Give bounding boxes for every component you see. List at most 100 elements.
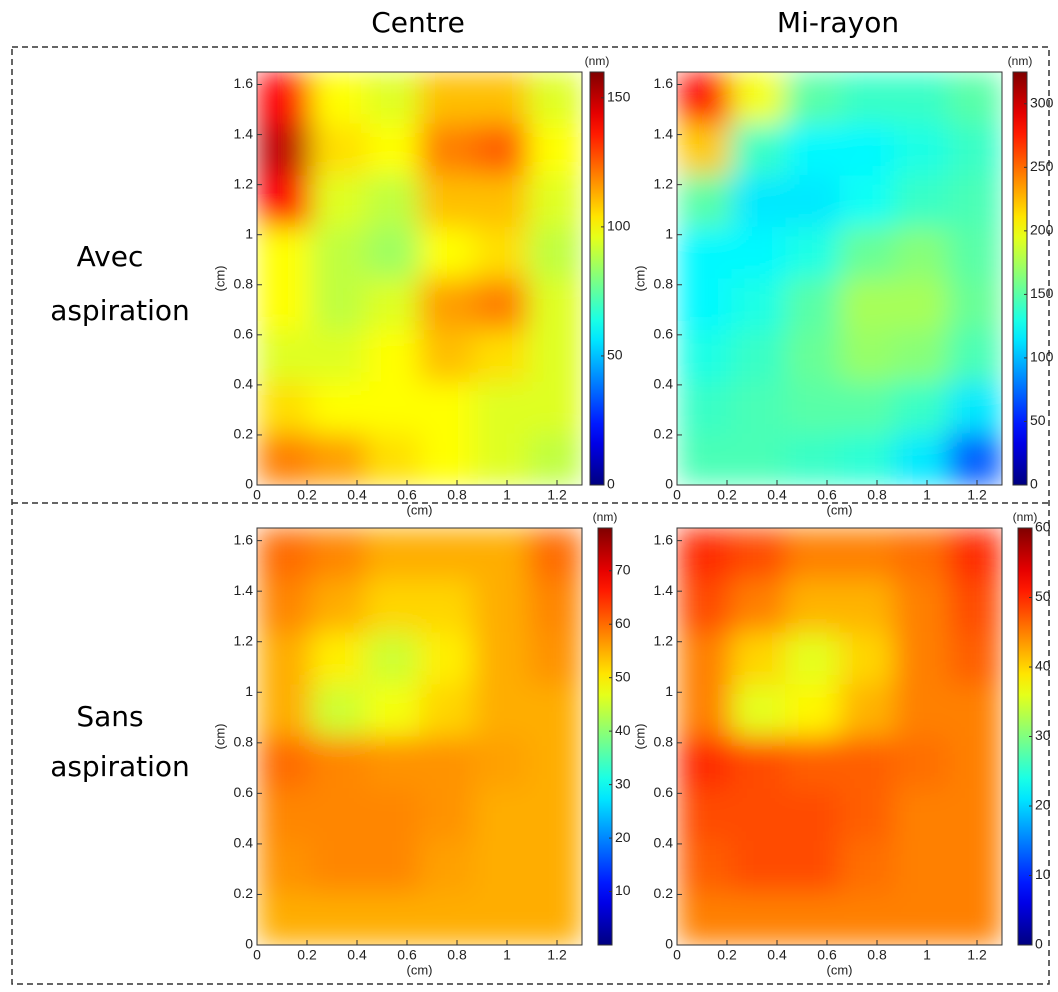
y-tick-label: 0.6 [654,326,674,342]
heat-cell [947,330,1003,383]
heat-cell [677,175,732,228]
heat-cell [257,226,312,279]
heat-cell [365,278,420,331]
heat-cell [677,632,732,685]
heat-cell [311,788,366,842]
y-tick-label: 0 [665,936,673,952]
heat-cell [257,175,312,228]
heat-cell [419,892,475,946]
heat-cell [677,684,732,737]
heat-cell [473,580,529,633]
heat-cell [365,632,420,685]
heat-cell [311,72,366,125]
heat-cell [473,123,529,176]
heat-cell [473,840,529,894]
heat-cell [785,330,840,383]
y-tick-label: 0.4 [234,835,254,851]
heat-cell [419,580,475,633]
heat-cell [527,381,583,434]
y-tick-label: 0.2 [234,426,254,442]
heat-cell [257,632,312,685]
colorbar-tick-label: 300 [1030,94,1054,110]
y-tick-label: 0.4 [654,835,674,851]
heat-cell [677,433,732,486]
colorbar-tick-label: 40 [1035,658,1051,674]
y-axis-label: (cm) [212,266,227,292]
heat-cell [257,123,312,176]
heat-cell [839,632,895,685]
y-tick-label: 0.6 [234,326,254,342]
y-tick-label: 0.4 [654,376,674,392]
frame [11,46,1050,985]
x-tick-label: 0.2 [297,487,317,503]
colorbar-tick-label: 0 [1030,476,1038,492]
x-tick-label: 0.6 [397,947,417,963]
heat-cell [365,330,420,383]
heat-cell [311,381,366,434]
heat-cell [839,433,895,486]
heatmap [257,72,583,486]
heat-cell [527,278,583,331]
heat-cell [473,736,529,790]
heat-cell [677,528,732,581]
heat-cell [677,226,732,279]
colorbar-tick-label: 10 [1035,866,1051,882]
x-tick-label: 0.8 [867,487,887,503]
y-axis-label: (cm) [632,724,647,750]
heat-cell [731,433,786,486]
y-axis-label: (cm) [212,724,227,750]
x-axis-label: (cm) [827,502,853,517]
heat-cell [473,330,529,383]
x-tick-label: 1.2 [967,947,987,963]
y-tick-label: 0.8 [234,275,254,291]
heat-cell [419,788,475,842]
heat-cell [731,580,786,633]
colorbar-tick-label: 150 [607,89,631,105]
heat-cell [311,736,366,790]
heat-cell [947,433,1003,486]
y-tick-label: 1.2 [234,632,254,648]
colorbar-tick-label: 0 [607,476,615,492]
y-tick-label: 1 [245,225,253,241]
y-tick-label: 1.4 [654,582,674,598]
colorbar-tick-label: 50 [1035,588,1051,604]
y-tick-label: 1.2 [234,175,254,191]
x-tick-label: 0.6 [817,947,837,963]
heat-cell [419,278,475,331]
heat-cell [839,528,895,581]
heat-cell [731,528,786,581]
x-tick-label: 0.4 [767,947,787,963]
heat-cell [365,433,420,486]
heat-cell [677,788,732,842]
x-tick-label: 1 [503,947,511,963]
column-title: Centre [371,6,465,39]
heat-cell [839,278,895,331]
y-tick-label: 0.2 [234,885,254,901]
heat-cell [839,123,895,176]
colorbar-tick-label: 70 [615,561,631,577]
heat-cell [731,684,786,737]
heat-cell [893,528,949,581]
heat-cell [947,72,1003,125]
plot-border [256,527,583,946]
heat-cell [257,528,312,581]
heat-cell [419,175,475,228]
heat-cell [893,226,949,279]
x-tick-label: 0 [673,947,681,963]
heat-cell [311,580,366,633]
heat-cell [257,684,312,737]
heat-cell [839,381,895,434]
heat-cell [527,892,583,946]
heat-cell [311,330,366,383]
x-tick-label: 0.2 [297,947,317,963]
heat-cell [311,632,366,685]
x-tick-label: 0.2 [717,947,737,963]
heat-cell [419,632,475,685]
heat-cell [785,433,840,486]
heat-cell [731,736,786,790]
heat-cell [257,72,312,125]
heat-cell [893,433,949,486]
heat-cell [785,632,840,685]
heat-cell [839,580,895,633]
